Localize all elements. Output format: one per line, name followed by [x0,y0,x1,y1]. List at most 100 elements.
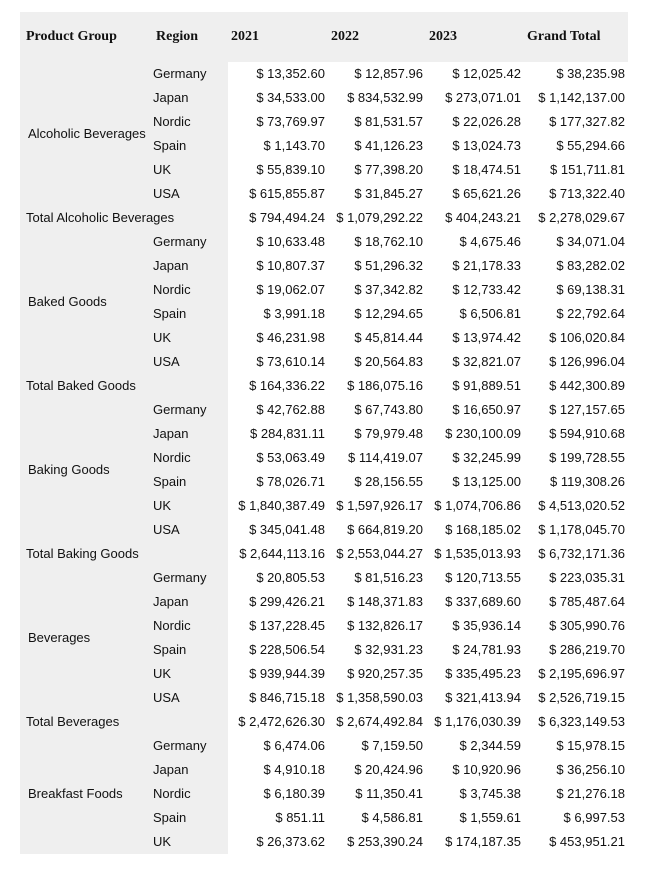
value-cell: $ 594,910.68 [549,426,625,441]
value-cell: $ 13,974.42 [452,330,521,345]
value-cell: $ 1,597,926.17 [336,498,423,513]
value-cell: $ 12,857.96 [354,66,423,81]
region-label: Germany [153,738,207,753]
value-cell: $ 37,342.82 [354,282,423,297]
value-cell: $ 21,276.18 [556,786,625,801]
value-cell: $ 18,474.51 [452,162,521,177]
value-cell: $ 53,063.49 [256,450,325,465]
region-label: Japan [153,594,189,609]
value-cell: $ 32,931.23 [354,642,423,657]
value-cell: $ 41,126.23 [354,138,423,153]
region-label: Nordic [153,114,191,129]
value-cell: $ 22,026.28 [452,114,521,129]
value-cell: $ 273,071.01 [445,90,521,105]
value-cell: $ 4,910.18 [263,762,325,777]
value-cell: $ 15,978.15 [556,738,625,753]
region-label: UK [153,666,172,681]
value-cell: $ 177,327.82 [549,114,625,129]
value-cell: $ 69,138.31 [556,282,625,297]
region-label: UK [153,834,172,849]
value-cell: $ 26,373.62 [256,834,325,849]
region-label: UK [153,330,172,345]
value-cell: $ 51,296.32 [354,258,423,273]
product-group-label: Alcoholic Beverages [28,126,146,141]
total-value-cell: $ 404,243.21 [445,210,521,225]
value-cell: $ 106,020.84 [549,330,625,345]
total-value-cell: $ 1,176,030.39 [434,714,521,729]
value-cell: $ 7,159.50 [361,738,423,753]
value-cell: $ 20,424.96 [354,762,423,777]
value-cell: $ 615,855.87 [249,186,325,201]
value-cell: $ 65,621.26 [452,186,521,201]
value-cell: $ 18,762.10 [354,234,423,249]
value-cell: $ 4,513,020.52 [538,498,625,513]
value-cell: $ 114,419.07 [348,450,423,465]
value-cell: $ 10,633.48 [256,234,325,249]
total-value-cell: $ 6,323,149.53 [538,714,625,729]
region-label: Germany [153,570,207,585]
total-value-cell: $ 91,889.51 [452,378,521,393]
value-cell: $ 10,807.37 [256,258,325,273]
total-value-cell: $ 442,300.89 [549,378,625,393]
value-cell: $ 335,495.23 [445,666,521,681]
value-cell: $ 20,805.53 [256,570,325,585]
total-label: Total Alcoholic Beverages [26,210,175,225]
value-cell: $ 151,711.81 [550,162,625,177]
column-header: 2023 [429,29,457,44]
value-cell: $ 4,586.81 [361,810,423,825]
header-background [20,12,628,62]
value-cell: $ 36,256.10 [556,762,625,777]
column-header: Region [156,29,198,44]
region-label: Nordic [153,282,191,297]
region-label: USA [153,522,180,537]
value-cell: $ 34,071.04 [556,234,625,249]
value-cell: $ 73,769.97 [256,114,325,129]
value-cell: $ 34,533.00 [256,90,325,105]
value-cell: $ 127,157.65 [549,402,625,417]
value-cell: $ 345,041.48 [249,522,325,537]
value-cell: $ 46,231.98 [256,330,325,345]
value-cell: $ 81,516.23 [354,570,423,585]
total-value-cell: $ 164,336.22 [249,378,325,393]
value-cell: $ 920,257.35 [347,666,423,681]
column-header: Product Group [26,29,117,44]
region-label: Spain [153,474,187,489]
value-cell: $ 337,689.60 [445,594,521,609]
region-label: USA [153,186,180,201]
value-cell: $ 713,322.40 [549,186,625,201]
value-cell: $ 939,944.39 [249,666,325,681]
value-cell: $ 12,294.65 [354,306,423,321]
product-group-label: Baking Goods [28,462,110,477]
region-label: UK [153,498,172,513]
value-cell: $ 132,826.17 [347,618,423,633]
value-cell: $ 3,745.38 [459,786,521,801]
total-value-cell: $ 794,494.24 [249,210,325,225]
value-cell: $ 1,178,045.70 [538,522,625,537]
region-label: Japan [153,762,189,777]
region-label: Japan [153,90,189,105]
value-cell: $ 846,715.18 [249,690,325,705]
value-cell: $ 42,762.88 [256,402,325,417]
value-cell: $ 11,350.41 [355,786,423,801]
value-cell: $ 1,142,137.00 [538,90,625,105]
region-label: USA [153,354,180,369]
value-cell: $ 299,426.21 [249,594,325,609]
value-cell: $ 119,308.26 [550,474,625,489]
total-label: Total Beverages [26,714,120,729]
value-cell: $ 2,195,696.97 [538,666,625,681]
column-header: 2022 [331,29,359,44]
value-cell: $ 230,100.09 [445,426,521,441]
value-cell: $ 321,413.94 [445,690,521,705]
region-label: Nordic [153,786,191,801]
value-cell: $ 24,781.93 [452,642,521,657]
total-value-cell: $ 2,472,626.30 [238,714,325,729]
value-cell: $ 305,990.76 [549,618,625,633]
column-header: 2021 [231,29,259,44]
value-cell: $ 834,532.99 [347,90,423,105]
total-value-cell: $ 2,674,492.84 [336,714,423,729]
value-cell: $ 21,178.33 [452,258,521,273]
total-label: Total Baked Goods [26,378,136,393]
value-cell: $ 3,991.18 [263,306,325,321]
region-label: Spain [153,642,187,657]
